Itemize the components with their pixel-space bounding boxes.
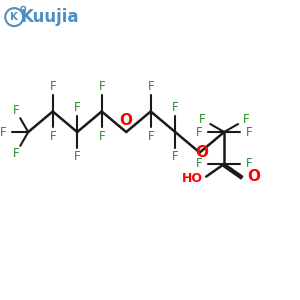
Text: O: O xyxy=(248,169,261,184)
Text: F: F xyxy=(196,125,202,139)
Text: F: F xyxy=(199,113,206,126)
Text: F: F xyxy=(12,104,19,117)
Text: F: F xyxy=(0,125,7,139)
Text: F: F xyxy=(50,80,56,93)
Text: HO: HO xyxy=(182,172,203,185)
Text: F: F xyxy=(147,130,154,143)
Text: F: F xyxy=(196,158,202,170)
Text: F: F xyxy=(12,147,19,160)
Text: F: F xyxy=(147,80,154,93)
Text: O: O xyxy=(195,145,208,160)
Text: F: F xyxy=(98,130,105,143)
Text: F: F xyxy=(246,125,253,139)
Text: F: F xyxy=(74,100,80,113)
Text: K: K xyxy=(10,12,18,22)
Text: F: F xyxy=(242,113,249,126)
Text: O: O xyxy=(120,112,133,128)
Text: F: F xyxy=(172,151,178,164)
Text: Kuujia: Kuujia xyxy=(21,8,80,26)
Text: F: F xyxy=(50,130,56,143)
Text: F: F xyxy=(172,100,178,113)
Text: F: F xyxy=(246,158,253,170)
Text: F: F xyxy=(74,151,80,164)
Text: F: F xyxy=(98,80,105,93)
